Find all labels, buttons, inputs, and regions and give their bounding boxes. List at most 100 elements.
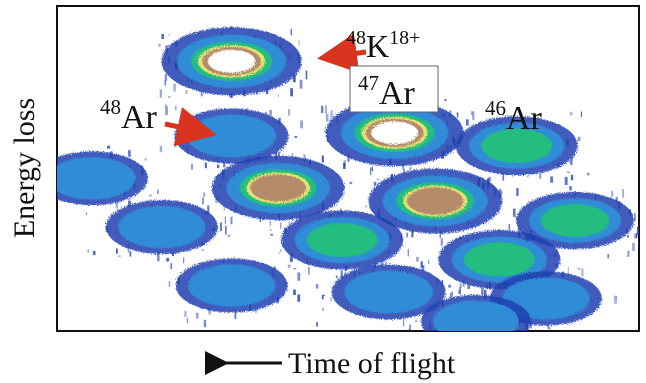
- background-count: [164, 74, 168, 81]
- blob-contour: [463, 242, 535, 277]
- background-count: [186, 317, 189, 324]
- background-count: [502, 113, 504, 116]
- blob-contour: [187, 264, 276, 307]
- background-count: [501, 191, 503, 195]
- background-count: [129, 251, 132, 257]
- annotation-k48: 48K18+: [317, 27, 420, 74]
- background-count: [174, 144, 177, 148]
- background-count: [481, 288, 484, 295]
- background-count: [265, 88, 269, 95]
- background-count: [259, 216, 261, 222]
- annotation-ar46: 46Ar: [485, 96, 543, 137]
- background-count: [171, 253, 175, 256]
- svg-text:48Ar: 48Ar: [100, 95, 158, 136]
- background-count: [622, 189, 625, 198]
- background-count: [449, 292, 453, 300]
- background-count: [165, 106, 168, 115]
- background-count: [168, 281, 171, 287]
- background-count: [264, 111, 268, 115]
- blob-contour: [371, 121, 419, 145]
- background-count: [466, 119, 469, 126]
- blob-b8: [516, 192, 634, 249]
- background-count: [456, 112, 459, 118]
- blob-contour: [540, 204, 610, 237]
- background-count: [580, 111, 582, 117]
- blob-contour: [481, 128, 553, 163]
- background-count: [488, 176, 491, 182]
- ar47-mass: 47: [358, 71, 379, 95]
- background-count: [607, 254, 609, 259]
- blob-contour: [306, 222, 378, 258]
- background-count: [203, 192, 206, 198]
- background-count: [293, 268, 297, 270]
- background-count: [216, 164, 220, 169]
- background-count: [185, 89, 188, 95]
- background-count: [269, 221, 271, 226]
- k48-element: K: [366, 28, 389, 64]
- background-count: [581, 268, 584, 277]
- background-count: [547, 324, 549, 329]
- background-count: [308, 266, 310, 275]
- blob-b13: [331, 264, 446, 320]
- background-count: [422, 265, 425, 272]
- background-count: [457, 290, 461, 294]
- background-count: [613, 295, 617, 305]
- background-count: [269, 110, 272, 116]
- blob-ar48: [174, 108, 289, 164]
- background-count: [508, 224, 511, 231]
- background-count: [516, 188, 519, 197]
- background-count: [323, 294, 325, 296]
- background-count: [330, 297, 332, 302]
- background-count: [294, 136, 298, 138]
- background-count: [157, 189, 159, 194]
- background-count: [466, 331, 468, 338]
- background-count: [569, 186, 572, 191]
- background-count: [459, 287, 461, 294]
- blob-contour: [57, 157, 136, 200]
- background-count: [223, 162, 226, 168]
- background-count: [497, 354, 500, 363]
- background-count: [408, 342, 411, 345]
- background-count: [349, 181, 353, 185]
- background-count: [448, 284, 451, 288]
- background-count: [365, 205, 367, 208]
- background-count: [277, 152, 281, 157]
- background-count: [347, 154, 350, 162]
- background-count: [203, 319, 207, 328]
- blob-b15: [421, 294, 531, 331]
- blob-ar47: [325, 99, 464, 167]
- background-count: [293, 289, 296, 295]
- background-count: [288, 109, 290, 116]
- background-count: [170, 263, 173, 269]
- background-count: [166, 257, 169, 262]
- background-count: [300, 120, 303, 129]
- background-count: [403, 319, 405, 327]
- background-count: [299, 79, 303, 89]
- background-count: [499, 332, 500, 334]
- background-count: [291, 259, 293, 261]
- background-count: [161, 34, 164, 39]
- background-count: [227, 234, 231, 237]
- background-count: [343, 162, 346, 169]
- background-count: [273, 266, 276, 270]
- blob-contour: [187, 114, 277, 158]
- background-count: [637, 226, 639, 235]
- background-count: [229, 93, 233, 98]
- background-count: [159, 145, 163, 153]
- ar48-mass: 48: [100, 95, 121, 119]
- background-count: [92, 250, 96, 256]
- blob-contour: [433, 300, 519, 331]
- svg-text:48K18+: 48K18+: [346, 27, 420, 64]
- background-count: [223, 204, 225, 211]
- background-count: [316, 322, 318, 327]
- background-count: [634, 233, 637, 239]
- background-count: [371, 166, 373, 172]
- background-count: [305, 70, 308, 80]
- background-count: [477, 354, 479, 363]
- blob-b9: [105, 200, 218, 254]
- background-count: [224, 216, 226, 225]
- background-count: [321, 155, 324, 163]
- background-count: [538, 356, 540, 359]
- background-count: [406, 232, 408, 238]
- background-count: [567, 266, 569, 275]
